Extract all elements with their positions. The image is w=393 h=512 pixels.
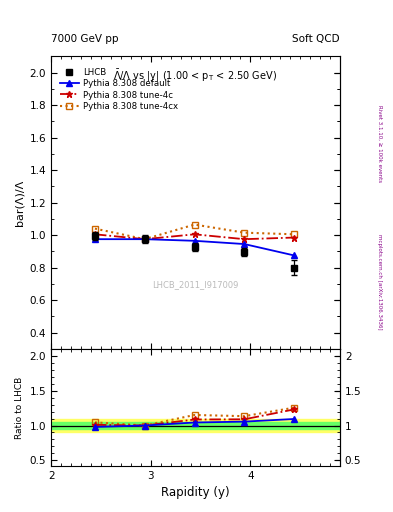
- Text: $\bar{\Lambda}/\Lambda$ vs |y| (1.00 < p$_\mathrm{T}$ < 2.50 GeV): $\bar{\Lambda}/\Lambda$ vs |y| (1.00 < p…: [114, 68, 277, 84]
- Text: Soft QCD: Soft QCD: [292, 33, 340, 44]
- Bar: [51, 418, 340, 433]
- Text: Rivet 3.1.10, ≥ 100k events: Rivet 3.1.10, ≥ 100k events: [377, 105, 382, 182]
- X-axis label: Rapidity (y): Rapidity (y): [161, 486, 230, 499]
- Y-axis label: Ratio to LHCB: Ratio to LHCB: [15, 376, 24, 439]
- Text: mcplots.cern.ch [arXiv:1306.3436]: mcplots.cern.ch [arXiv:1306.3436]: [377, 234, 382, 329]
- Legend: LHCB, Pythia 8.308 default, Pythia 8.308 tune-4c, Pythia 8.308 tune-4cx: LHCB, Pythia 8.308 default, Pythia 8.308…: [58, 67, 180, 112]
- Y-axis label: bar(Λ)/Λ: bar(Λ)/Λ: [14, 180, 24, 226]
- Bar: [51, 422, 340, 429]
- Text: LHCB_2011_I917009: LHCB_2011_I917009: [152, 280, 239, 289]
- Text: 7000 GeV pp: 7000 GeV pp: [51, 33, 119, 44]
